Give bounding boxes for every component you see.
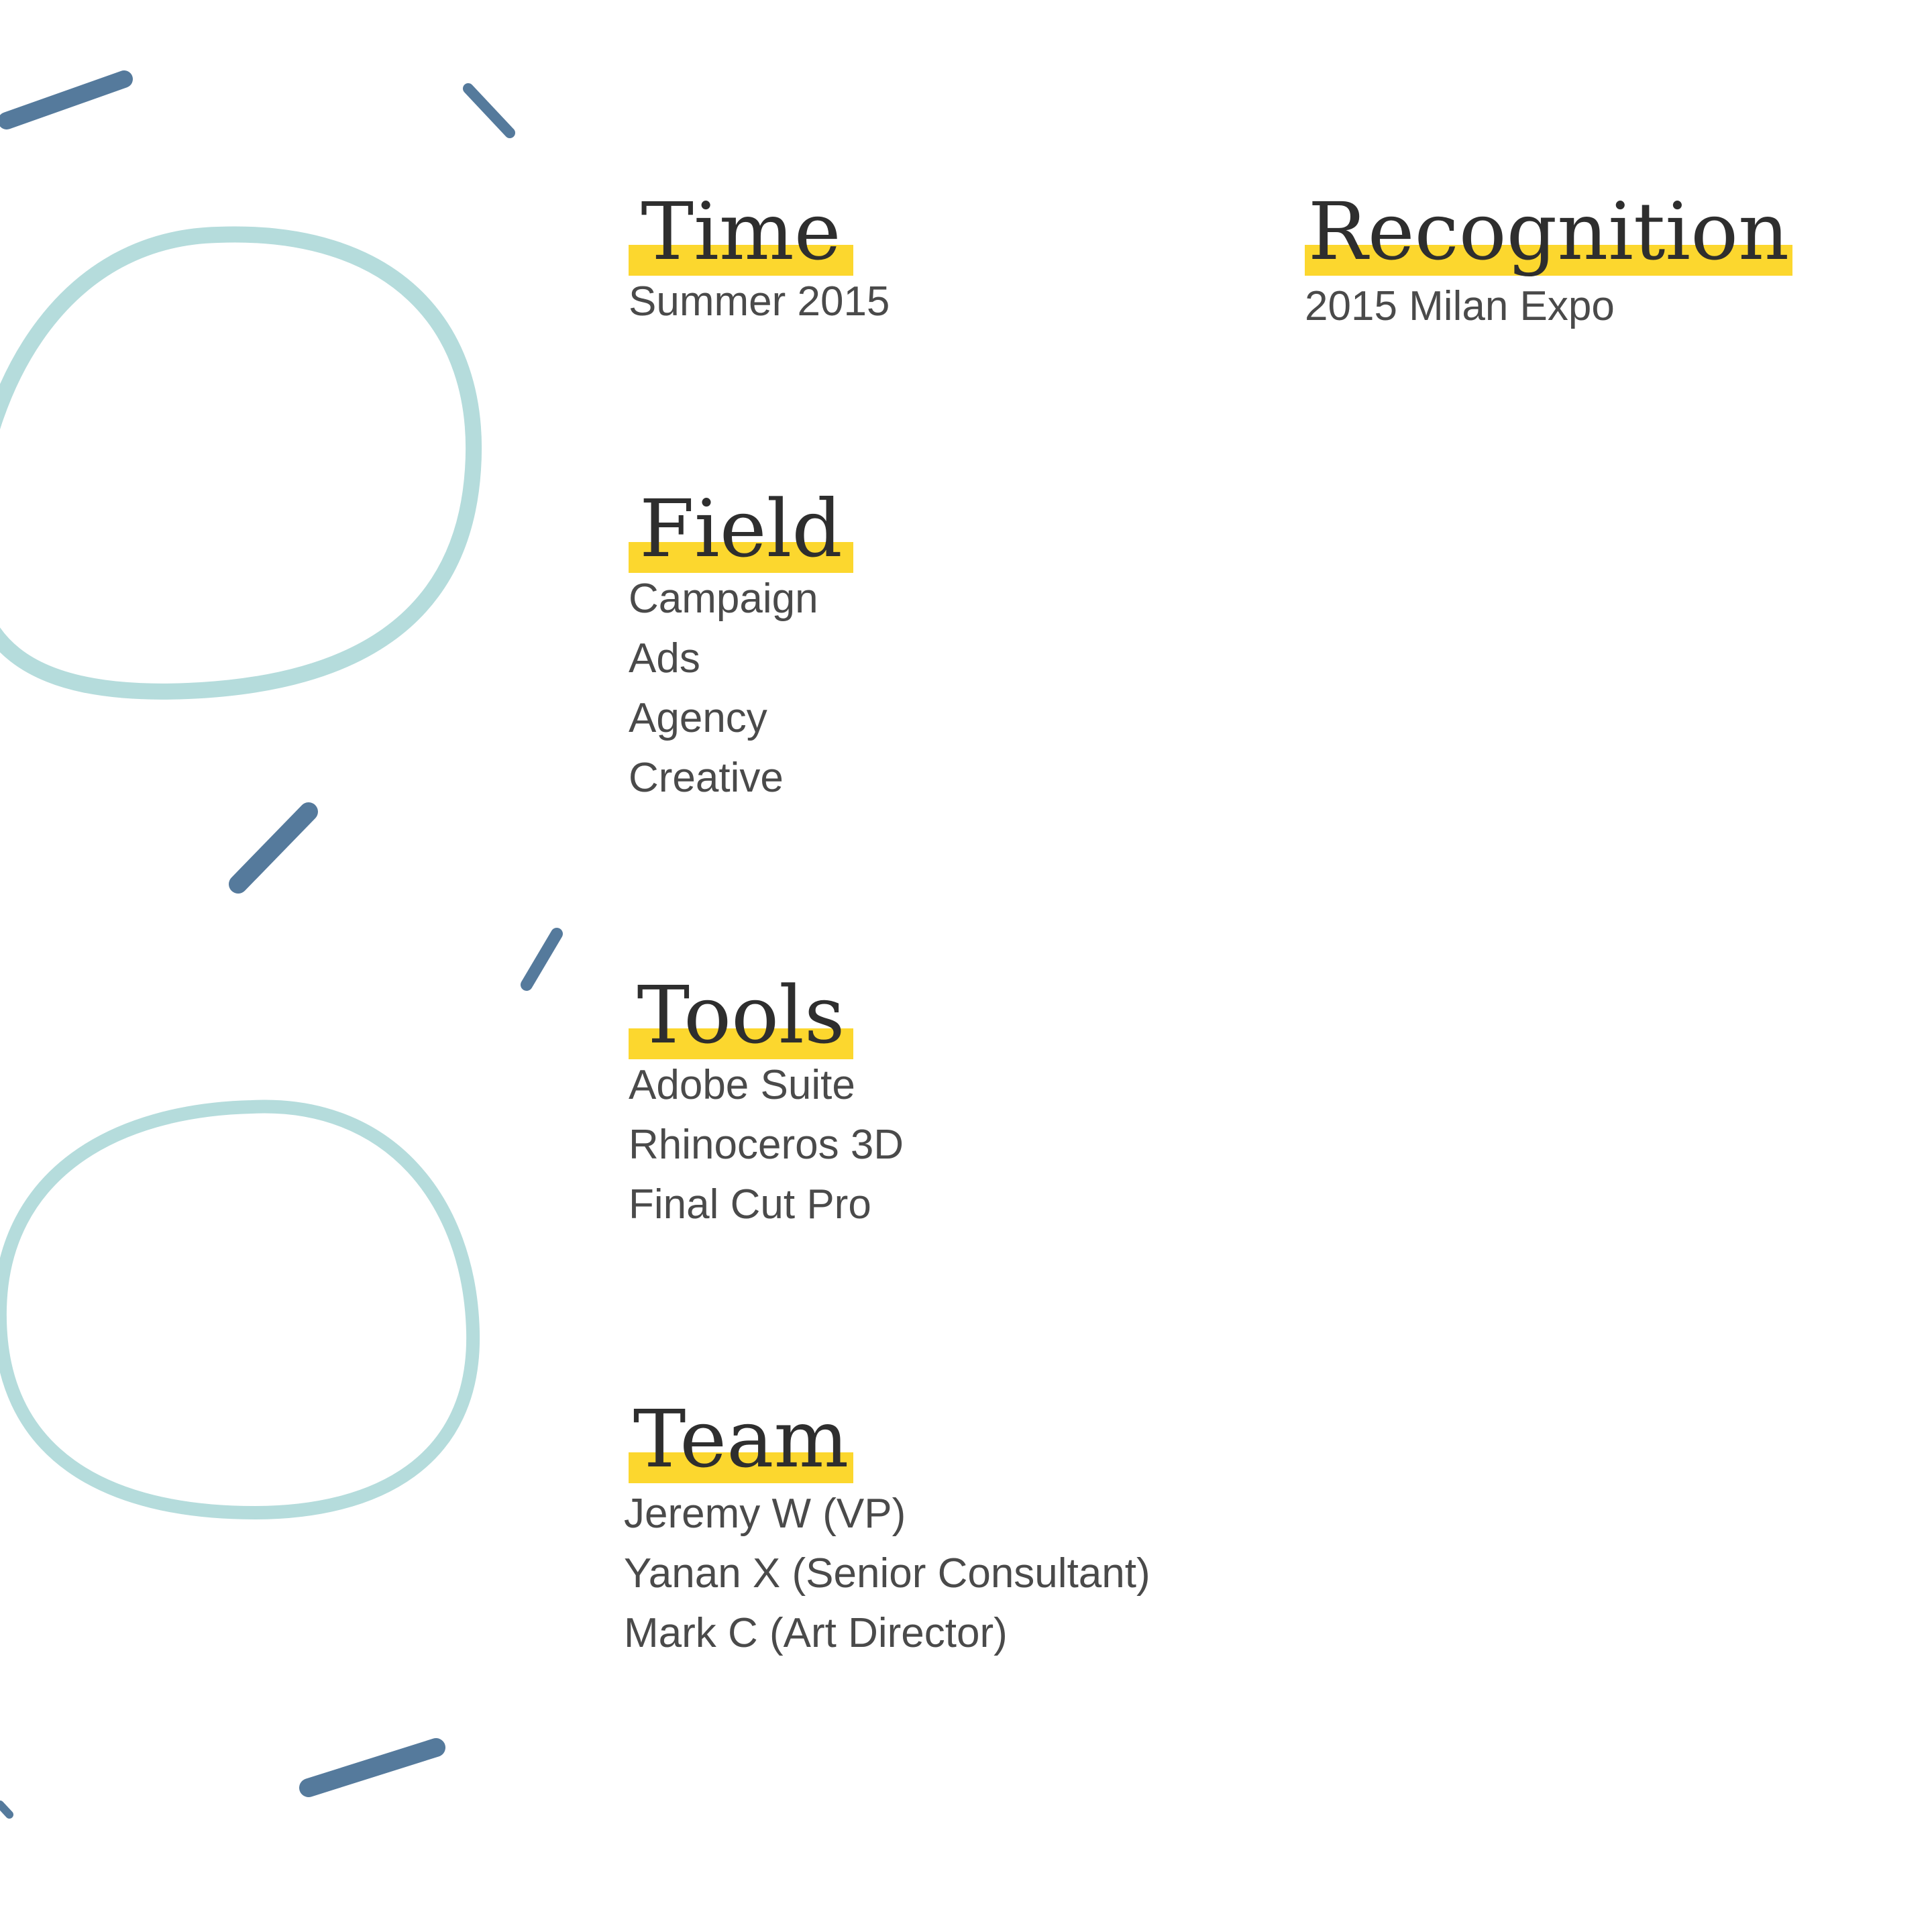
tools-heading-highlight	[629, 1028, 853, 1059]
field-section: Field Campaign Ads Agency Creative	[629, 482, 853, 808]
team-heading-highlight	[629, 1452, 853, 1483]
field-list: Campaign Ads Agency Creative	[629, 569, 853, 808]
recognition-heading-highlight	[1305, 245, 1792, 276]
recognition-list: 2015 Milan Expo	[1305, 276, 1792, 336]
field-item: Campaign	[629, 576, 818, 622]
time-section: Time Summer 2015	[629, 184, 890, 331]
recognition-heading: Recognition	[1307, 185, 1790, 278]
field-heading: Field	[639, 482, 843, 575]
decorative-stroke-2	[463, 83, 515, 138]
time-heading-highlight	[629, 245, 853, 276]
time-item: Summer 2015	[629, 278, 890, 325]
decorative-stroke-1	[0, 70, 133, 129]
team-member: Mark C (Art Director)	[624, 1610, 1008, 1656]
decorative-ring-bottom	[0, 1099, 480, 1520]
decorative-stroke-3	[229, 802, 318, 894]
tools-heading: Tools	[637, 969, 845, 1061]
recognition-section: Recognition 2015 Milan Expo	[1305, 184, 1792, 336]
time-heading: Time	[641, 185, 841, 278]
time-heading-block: Time	[629, 184, 853, 278]
field-item: Ads	[629, 635, 700, 682]
decorative-stroke-5	[299, 1738, 445, 1797]
time-list: Summer 2015	[629, 272, 890, 331]
field-heading-highlight	[629, 542, 853, 573]
field-item: Creative	[629, 755, 784, 801]
tools-item: Adobe Suite	[629, 1062, 855, 1108]
tools-list: Adobe Suite Rhinoceros 3D Final Cut Pro	[629, 1055, 904, 1234]
team-member: Jeremy W (VP)	[624, 1491, 906, 1537]
decorative-stroke-6	[0, 1801, 13, 1819]
team-heading-block: Team	[629, 1392, 853, 1486]
team-member: Yanan X (Senior Consultant)	[624, 1550, 1150, 1597]
tools-item: Final Cut Pro	[629, 1181, 871, 1228]
team-section: Team Jeremy W (VP) Yanan X (Senior Consu…	[624, 1392, 1150, 1663]
decorative-stroke-4	[521, 928, 563, 991]
recognition-item: 2015 Milan Expo	[1305, 283, 1615, 329]
tools-section: Tools Adobe Suite Rhinoceros 3D Final Cu…	[629, 968, 904, 1234]
tools-item: Rhinoceros 3D	[629, 1122, 904, 1168]
decorative-ring-top	[0, 226, 482, 700]
field-item: Agency	[629, 695, 767, 741]
team-list: Jeremy W (VP) Yanan X (Senior Consultant…	[624, 1484, 1150, 1663]
recognition-heading-block: Recognition	[1305, 184, 1792, 278]
tools-heading-block: Tools	[629, 968, 853, 1062]
field-heading-block: Field	[629, 482, 853, 576]
team-heading: Team	[633, 1393, 849, 1485]
